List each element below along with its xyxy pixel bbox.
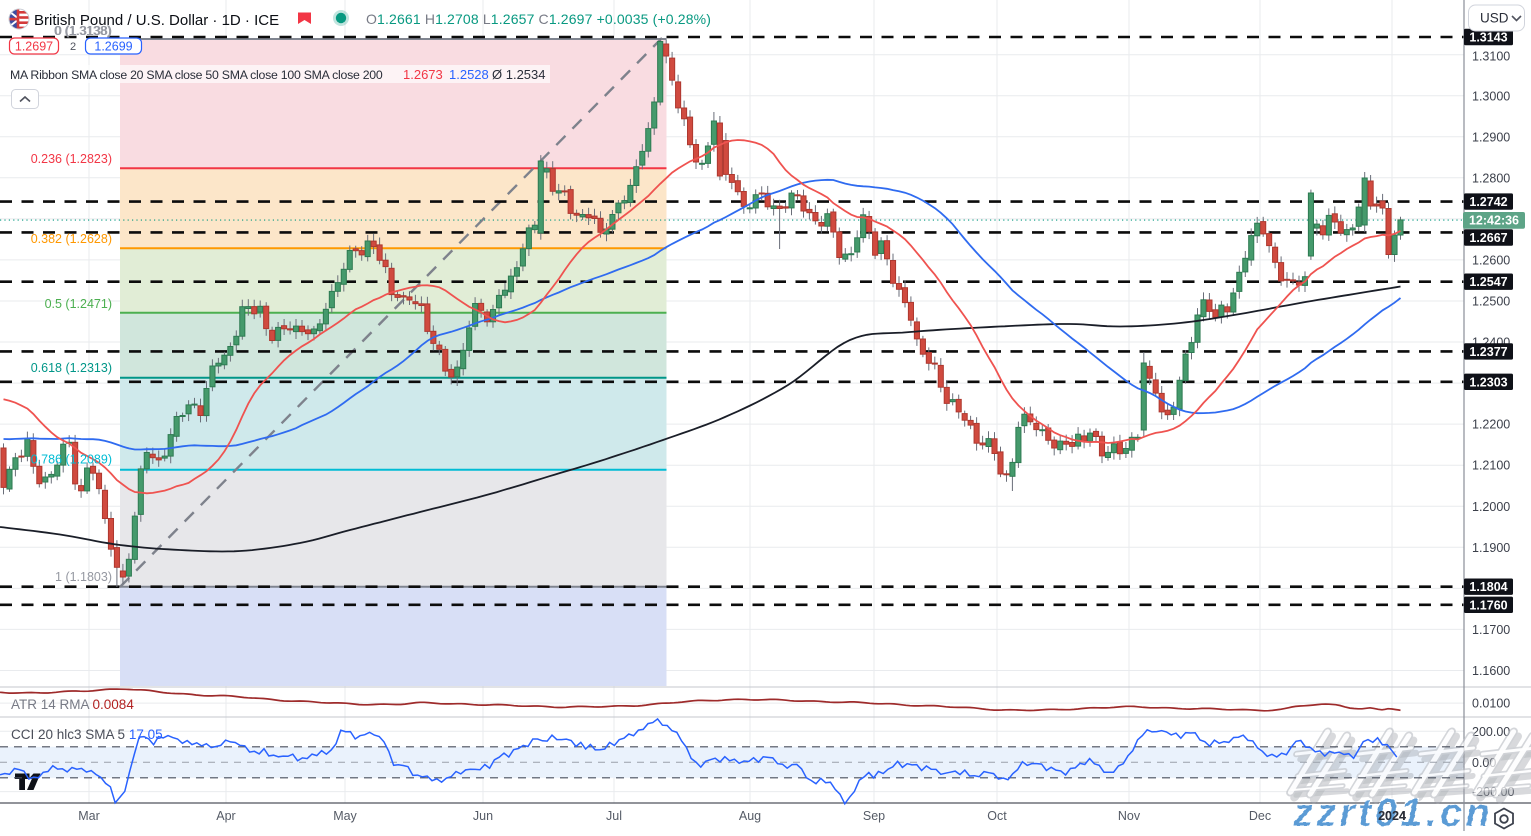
svg-text:zzrt01.cn: zzrt01.cn bbox=[1292, 791, 1493, 831]
svg-text:1.2200: 1.2200 bbox=[1472, 418, 1510, 432]
svg-text:Jun: Jun bbox=[473, 809, 493, 823]
svg-text:1.2699: 1.2699 bbox=[94, 40, 132, 54]
svg-text:2: 2 bbox=[70, 41, 76, 53]
svg-text:ATR 14 RMA 0.0084: ATR 14 RMA 0.0084 bbox=[11, 697, 134, 712]
svg-text:1.2667: 1.2667 bbox=[1469, 231, 1507, 245]
svg-text:200.00: 200.00 bbox=[1472, 725, 1510, 739]
svg-text:0.236 (1.2823): 0.236 (1.2823) bbox=[31, 152, 112, 166]
svg-text:MA Ribbon SMA close 20 SMA clo: MA Ribbon SMA close 20 SMA close 50 SMA … bbox=[10, 68, 383, 82]
svg-text:May: May bbox=[333, 809, 357, 823]
svg-text:USD: USD bbox=[1480, 11, 1509, 26]
svg-text:1.2800: 1.2800 bbox=[1472, 171, 1510, 185]
svg-text:1.1600: 1.1600 bbox=[1472, 664, 1510, 678]
svg-text:1.2000: 1.2000 bbox=[1472, 500, 1510, 514]
svg-text:1.2673: 1.2673 bbox=[403, 67, 443, 82]
svg-text:Aug: Aug bbox=[739, 809, 761, 823]
svg-text:0 (1.3138): 0 (1.3138) bbox=[55, 24, 112, 38]
svg-text:1 (1.1803): 1 (1.1803) bbox=[55, 570, 112, 584]
svg-text:Jul: Jul bbox=[606, 809, 622, 823]
svg-text:CCI 20 hlc3 SMA 5 17.05: CCI 20 hlc3 SMA 5 17.05 bbox=[11, 727, 163, 742]
svg-text:1.1804: 1.1804 bbox=[1469, 580, 1507, 594]
svg-text:1.1900: 1.1900 bbox=[1472, 541, 1510, 555]
svg-text:Ø 1.2534: Ø 1.2534 bbox=[492, 67, 546, 82]
svg-text:1.2900: 1.2900 bbox=[1472, 130, 1510, 144]
svg-text:Apr: Apr bbox=[216, 809, 235, 823]
svg-text:1.2697: 1.2697 bbox=[15, 40, 53, 54]
svg-text:1.2377: 1.2377 bbox=[1469, 345, 1507, 359]
svg-text:1.1700: 1.1700 bbox=[1472, 623, 1510, 637]
svg-text:0.382 (1.2628): 0.382 (1.2628) bbox=[31, 232, 112, 246]
svg-text:1.2547: 1.2547 bbox=[1469, 275, 1507, 289]
svg-text:1.2742: 1.2742 bbox=[1469, 195, 1507, 209]
svg-text:1.3000: 1.3000 bbox=[1472, 89, 1510, 103]
svg-text:0.5 (1.2471): 0.5 (1.2471) bbox=[45, 297, 112, 311]
svg-text:1.2528: 1.2528 bbox=[449, 67, 489, 82]
svg-text:British Pound / U.S. Dollar ·: British Pound / U.S. Dollar · 1D · ICE bbox=[34, 12, 279, 29]
svg-text:1.2600: 1.2600 bbox=[1472, 254, 1510, 268]
svg-text:12:42:36: 12:42:36 bbox=[1469, 214, 1519, 228]
svg-text:Mar: Mar bbox=[78, 809, 100, 823]
svg-text:Oct: Oct bbox=[987, 809, 1007, 823]
svg-text:0.618 (1.2313): 0.618 (1.2313) bbox=[31, 361, 112, 375]
svg-text:1.3143: 1.3143 bbox=[1469, 31, 1507, 45]
svg-text:Sep: Sep bbox=[863, 809, 885, 823]
svg-text:0.786 (1.2089): 0.786 (1.2089) bbox=[31, 453, 112, 467]
svg-text:0.0100: 0.0100 bbox=[1472, 697, 1510, 711]
svg-text:Dec: Dec bbox=[1249, 809, 1271, 823]
svg-text:1.2100: 1.2100 bbox=[1472, 459, 1510, 473]
svg-text:Nov: Nov bbox=[1118, 809, 1141, 823]
svg-text:1.3100: 1.3100 bbox=[1472, 50, 1510, 64]
svg-text:2024: 2024 bbox=[1378, 809, 1406, 823]
svg-text:1.1760: 1.1760 bbox=[1469, 598, 1507, 612]
svg-text:zzrt01.cn: zzrt01.cn bbox=[1292, 791, 1493, 831]
svg-text:1.2303: 1.2303 bbox=[1469, 375, 1507, 389]
svg-text:O1.2661 H1.2708 L1.2657 C1.269: O1.2661 H1.2708 L1.2657 C1.2697 +0.0035 … bbox=[366, 11, 711, 27]
svg-text:1.2500: 1.2500 bbox=[1472, 295, 1510, 309]
svg-text:0 (1.3138): 0 (1.3138) bbox=[54, 24, 111, 38]
svg-text:2024: 2024 bbox=[1378, 809, 1406, 823]
